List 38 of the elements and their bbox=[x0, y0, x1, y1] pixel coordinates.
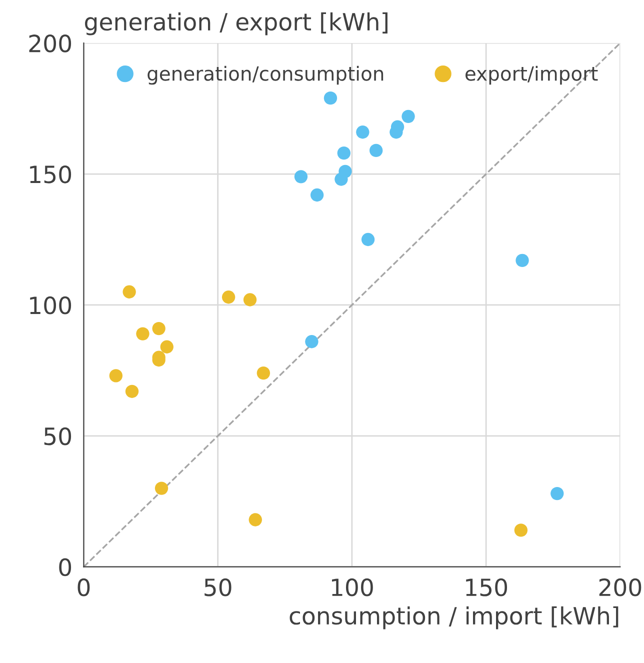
point bbox=[310, 188, 324, 202]
x-axis-title: consumption / import [kWh] bbox=[290, 606, 618, 630]
point bbox=[402, 110, 415, 124]
point bbox=[222, 290, 236, 304]
legend-label: export/import bbox=[466, 66, 598, 85]
y-tick-label: 50 bbox=[44, 427, 72, 446]
point bbox=[370, 144, 383, 158]
y-tick-label: 0 bbox=[59, 558, 72, 576]
point bbox=[334, 172, 348, 186]
y-axis-title: generation / export [kWh] bbox=[85, 12, 388, 36]
point bbox=[136, 327, 150, 340]
point bbox=[160, 340, 174, 354]
x-tick-label: 150 bbox=[466, 578, 508, 596]
point bbox=[109, 369, 122, 382]
x-tick-label: 200 bbox=[599, 578, 642, 596]
legend-label: generation/consumption bbox=[148, 66, 384, 85]
point bbox=[514, 524, 528, 537]
point bbox=[154, 482, 168, 495]
x-tick-label: 0 bbox=[78, 578, 90, 596]
point bbox=[256, 366, 270, 380]
x-tick-label: 50 bbox=[204, 578, 232, 596]
point bbox=[550, 486, 564, 500]
y-tick-label: 100 bbox=[30, 296, 72, 314]
point bbox=[243, 293, 257, 306]
point bbox=[324, 92, 338, 105]
x-tick-label: 100 bbox=[332, 578, 373, 596]
point bbox=[516, 254, 529, 268]
point bbox=[361, 232, 375, 246]
point bbox=[337, 146, 350, 160]
point bbox=[248, 513, 262, 526]
point bbox=[152, 322, 166, 336]
y-tick-label: 200 bbox=[29, 34, 72, 52]
point bbox=[356, 126, 370, 139]
point bbox=[122, 285, 136, 298]
y-tick-label: 150 bbox=[30, 165, 72, 184]
point bbox=[305, 335, 318, 348]
point bbox=[294, 170, 308, 184]
point bbox=[125, 384, 139, 398]
